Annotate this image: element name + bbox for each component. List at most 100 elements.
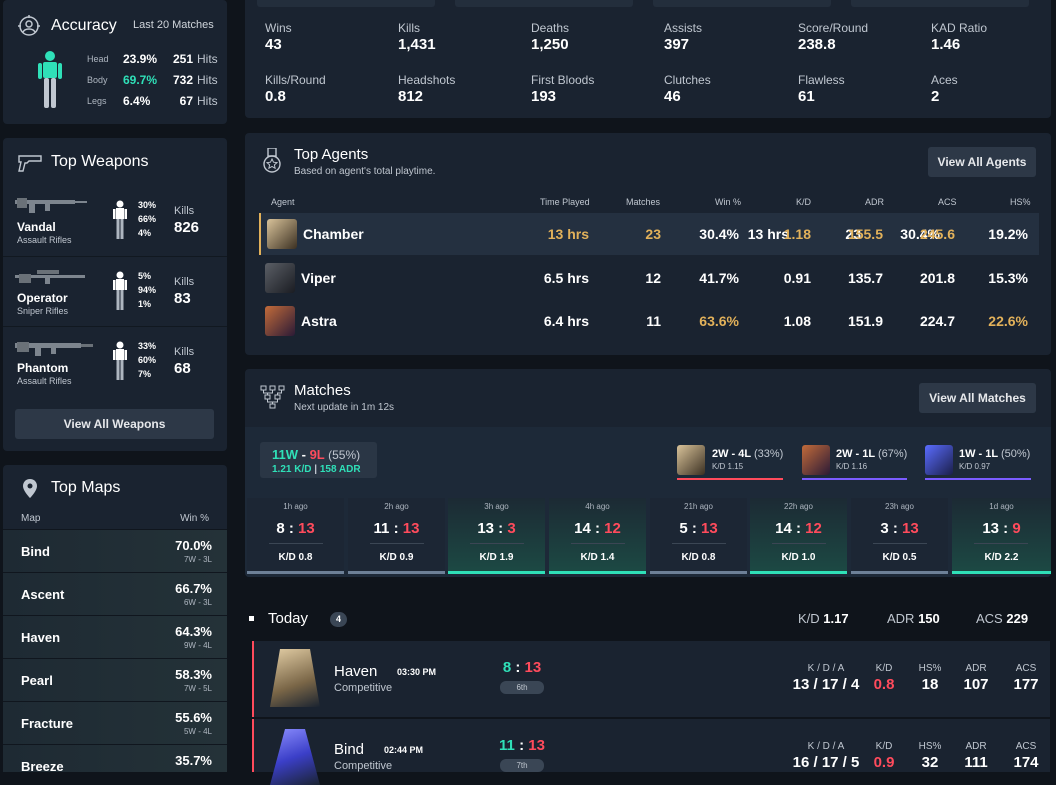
- weapon-row[interactable]: Phantom Assault Rifles 33% 60% 7% Kills …: [3, 326, 227, 396]
- match-tile[interactable]: 3h ago 13 : 3 K/D 1.9: [448, 498, 545, 574]
- agent-summary-record: 2W - 1L: [836, 448, 875, 460]
- match-tile-divider: [873, 543, 927, 544]
- agent-avatar-omen: [270, 729, 320, 785]
- agent-summary-kd: K/D 0.97: [959, 462, 991, 471]
- view-all-agents-button[interactable]: View All Agents: [928, 147, 1036, 177]
- weapon-class: Assault Rifles: [17, 235, 72, 245]
- view-all-matches-button[interactable]: View All Matches: [919, 383, 1036, 413]
- match-tile-kd: K/D 0.8: [681, 552, 716, 563]
- agent-row-astra[interactable]: Astra: [259, 300, 1039, 342]
- map-row[interactable]: Ascent 66.7% 6W - 3L: [3, 572, 227, 615]
- agent-summary-wl: 2W - 4L (33%): [712, 448, 783, 460]
- match-tile-score-sep: :: [791, 520, 806, 537]
- weapon-kills-label: Kills: [174, 276, 195, 288]
- stat-value: 2: [931, 88, 940, 105]
- stat-value: 1,250: [531, 36, 569, 53]
- match-tile-ago: 3h ago: [484, 502, 509, 511]
- today-adr-label: ADR: [887, 611, 915, 626]
- view-all-weapons-button[interactable]: View All Weapons: [15, 409, 214, 439]
- pistol-icon: [17, 153, 43, 173]
- map-row[interactable]: Bind 70.0% 7W - 3L: [3, 529, 227, 572]
- stat-label: Wins: [265, 21, 292, 35]
- weapon-row[interactable]: Vandal Assault Rifles 30% 66% 4% Kills 8…: [3, 186, 227, 256]
- match-tile[interactable]: 1d ago 13 : 9 K/D 2.2: [952, 498, 1051, 574]
- today-label: Today: [268, 610, 309, 627]
- agent-avatar-omen: [925, 445, 953, 475]
- matches-title: Matches: [294, 382, 351, 399]
- stat-value: 0.8: [265, 88, 286, 105]
- match-tile[interactable]: 21h ago 5 : 13 K/D 0.8: [650, 498, 747, 574]
- agent-summary-bar: [802, 478, 907, 480]
- accuracy-title: Accuracy: [51, 17, 117, 34]
- accuracy-pct: 23.9%: [123, 52, 158, 66]
- stat-label: Kills: [398, 21, 421, 35]
- match-tile-score-b: 9: [1012, 520, 1021, 537]
- weapon-class: Sniper Rifles: [17, 306, 69, 316]
- map-row[interactable]: Haven 64.3% 9W - 4L: [3, 615, 227, 658]
- weapon-body-pct: 60%: [138, 355, 157, 365]
- match-map: Bind: [334, 741, 365, 758]
- match-mode: Competitive: [334, 760, 393, 772]
- agent-row-viper[interactable]: Viper: [259, 257, 1039, 299]
- map-win-loss: 6W - 3L: [183, 598, 212, 607]
- weapon-row[interactable]: Operator Sniper Rifles 5% 94% 1% Kills 8…: [3, 256, 227, 326]
- match-tile-divider: [571, 543, 625, 544]
- accuracy-hits: 732: [172, 73, 193, 87]
- agent-summary-bar: [925, 478, 1031, 480]
- match-tile[interactable]: 4h ago 14 : 12 K/D 1.4: [549, 498, 646, 574]
- match-tile[interactable]: 1h ago 8 : 13 K/D 0.8: [247, 498, 344, 574]
- agent-win: 63.6%: [699, 313, 739, 329]
- accuracy-label: Body: [87, 75, 108, 85]
- accuracy-hits: 251: [172, 52, 193, 66]
- weapon-legs-pct: 4%: [138, 228, 152, 238]
- map-row[interactable]: Fracture 55.6% 5W - 4L: [3, 701, 227, 744]
- agent-row-chamber[interactable]: Chamber 13 hrs 23 30.4% 1.18: [259, 213, 1039, 255]
- match-tile-score-b: 12: [805, 520, 822, 537]
- stat-value: 1.46: [931, 36, 961, 53]
- match-tile-score-b: 12: [604, 520, 621, 537]
- weapon-kills-label: Kills: [174, 346, 195, 358]
- map-win-pct: 64.3%: [175, 624, 212, 639]
- map-row[interactable]: Breeze 35.7%: [3, 744, 227, 772]
- map-win-pct: 66.7%: [175, 581, 212, 596]
- agent-name: Astra: [301, 313, 337, 329]
- maps-col-map: Map: [21, 513, 41, 524]
- map-name: Pearl: [21, 673, 53, 688]
- match-tile-divider: [672, 543, 726, 544]
- summary-kd: 1.21 K/D: [272, 464, 312, 475]
- maps-panel: Top Maps Map Win % Bind 70.0% 7W - 3L As…: [3, 465, 227, 772]
- map-win-pct: 35.7%: [175, 753, 212, 768]
- match-tile-result-bar: [851, 571, 948, 574]
- match-tile-divider: [269, 543, 323, 544]
- match-tile[interactable]: 2h ago 11 : 13 K/D 0.9: [348, 498, 445, 574]
- match-tile-divider: [370, 543, 424, 544]
- match-row[interactable]: Haven 03:30 PM Competitive 8 : 13 6th K …: [252, 641, 1050, 717]
- stat-label: KAD Ratio: [931, 21, 988, 35]
- match-tile[interactable]: 22h ago 14 : 12 K/D 1.0: [750, 498, 847, 574]
- agent-summary: 2W - 1L (67%) K/D 1.16: [802, 445, 907, 481]
- match-tile[interactable]: 23h ago 3 : 13 K/D 0.5: [851, 498, 948, 574]
- agent-avatar-viper: [265, 263, 295, 293]
- agent-summary-wl: 2W - 1L (67%): [836, 448, 907, 460]
- map-name: Bind: [21, 544, 50, 559]
- stat-label: Headshots: [398, 73, 456, 87]
- col-hs: HS%: [918, 741, 942, 752]
- agent-summary-record: 1W - 1L: [959, 448, 998, 460]
- crosshair-icon: [18, 15, 40, 37]
- col-adr: ADR: [965, 663, 987, 674]
- stat-value: 1,431: [398, 36, 436, 53]
- summary-pct: (55%): [328, 448, 361, 462]
- match-row[interactable]: Bind 02:44 PM Competitive 11 : 13 7th K …: [252, 719, 1050, 785]
- map-row[interactable]: Pearl 58.3% 7W - 5L: [3, 658, 227, 701]
- agent-summary-pct: (50%): [1000, 448, 1031, 460]
- match-tile-ago: 1d ago: [989, 502, 1014, 511]
- stat-label: Kills/Round: [265, 73, 326, 87]
- match-tile-kd: K/D 1.4: [580, 552, 615, 563]
- match-tree-icon: [260, 385, 286, 414]
- col-adr: ADR: [965, 741, 987, 752]
- maps-title: Top Maps: [51, 479, 121, 496]
- maps-col-win: Win %: [180, 513, 209, 524]
- agent-hs: 19.2%: [988, 226, 1028, 242]
- match-score-a: 8: [502, 659, 512, 676]
- map-win-loss: 5W - 4L: [183, 727, 212, 736]
